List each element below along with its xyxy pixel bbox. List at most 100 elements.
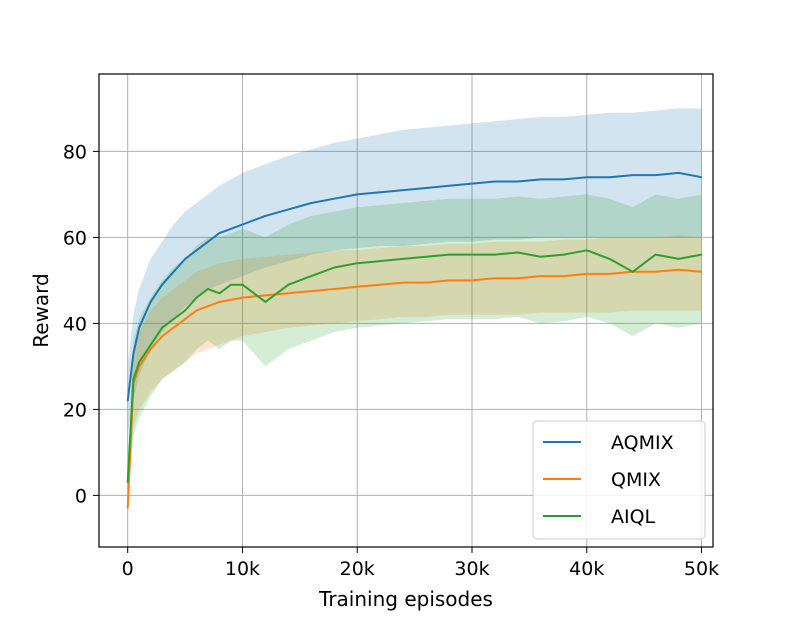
x-axis-ticks: 0 10k 20k 30k 40k 50k (122, 547, 719, 580)
grid-layer (99, 74, 713, 547)
point-aiql (379, 260, 381, 262)
point-aiql (609, 258, 611, 260)
point-qmix (333, 288, 335, 290)
band-aqmix (127, 108, 702, 436)
point-aiql (173, 318, 175, 320)
line-aqmix (126, 171, 702, 401)
point-aiql (132, 378, 134, 380)
point-aqmix (132, 352, 134, 355)
band-qmix (127, 235, 702, 509)
point-aqmix (173, 271, 175, 273)
point-aiql (632, 271, 634, 273)
confidence-bands (127, 108, 702, 509)
point-aqmix (150, 301, 152, 303)
point-qmix (402, 282, 404, 284)
point-aqmix (632, 174, 634, 176)
point-aiql (333, 266, 335, 269)
point-aqmix (207, 241, 209, 243)
point-qmix (241, 297, 244, 299)
point-aiql (207, 288, 209, 290)
point-qmix (448, 279, 450, 281)
point-aqmix (494, 180, 496, 183)
point-qmix (609, 273, 611, 275)
point-qmix (196, 309, 198, 312)
point-qmix (230, 299, 232, 301)
line-qmix (126, 268, 702, 509)
point-qmix (379, 284, 381, 286)
point-aqmix (563, 178, 565, 180)
legend-label: QMIX (611, 469, 661, 491)
y-tick-label: 0 (75, 485, 87, 507)
point-qmix (173, 327, 175, 329)
point-aiql (161, 327, 163, 329)
y-tick-label: 20 (63, 399, 87, 421)
point-qmix (356, 286, 358, 288)
point-aiql (241, 284, 244, 286)
point-aiql (425, 256, 427, 258)
y-tick-label: 40 (63, 313, 87, 335)
point-aqmix (218, 232, 221, 234)
legend-box (532, 420, 706, 540)
line-aiql (126, 249, 702, 483)
legend-label: AQMIX (611, 432, 674, 454)
point-aiql (287, 284, 289, 286)
point-aqmix (287, 208, 289, 210)
point-qmix (287, 292, 289, 294)
point-aiql (230, 284, 232, 286)
point-aiql (494, 254, 496, 256)
point-aiql (356, 262, 358, 264)
point-aiql (655, 254, 657, 256)
y-tick-label: 80 (63, 141, 87, 163)
point-aqmix (127, 400, 129, 402)
point-aqmix (310, 202, 312, 204)
point-aqmix (138, 327, 140, 329)
x-tick-label: 50k (684, 558, 719, 580)
point-qmix (310, 290, 312, 292)
series-lines (126, 171, 703, 509)
point-aiql (150, 344, 152, 346)
legend-item-aiql: AIQL (543, 506, 656, 528)
point-qmix (425, 282, 427, 284)
point-aqmix (586, 176, 588, 178)
point-aiql (196, 297, 198, 299)
point-aqmix (196, 249, 198, 251)
point-aqmix (161, 284, 163, 286)
band-aiql (127, 194, 702, 504)
point-qmix (700, 271, 703, 273)
point-aiql (402, 258, 404, 260)
point-aqmix (230, 228, 232, 230)
point-aiql (448, 254, 450, 256)
point-aqmix (402, 189, 404, 191)
point-aiql (540, 256, 542, 258)
point-aiql (184, 309, 186, 312)
legend-item-qmix: QMIX (543, 469, 661, 491)
point-aiql (700, 254, 703, 256)
point-aiql (563, 254, 565, 256)
point-qmix (161, 335, 163, 337)
point-aqmix (609, 176, 611, 178)
y-tick-label: 60 (63, 227, 87, 249)
point-qmix (655, 271, 657, 273)
point-aqmix (333, 198, 335, 200)
x-tick-label: 10k (225, 558, 260, 580)
x-tick-label: 40k (569, 558, 604, 580)
point-aqmix (700, 176, 703, 178)
x-tick-label: 20k (340, 558, 375, 580)
x-tick-label: 30k (454, 558, 489, 580)
point-aiql (127, 481, 129, 484)
point-qmix (127, 507, 129, 509)
point-qmix (494, 277, 496, 279)
point-aqmix (471, 183, 473, 185)
point-aiql (517, 251, 519, 254)
plot-frame (98, 73, 714, 548)
point-aiql (678, 258, 680, 260)
point-qmix (218, 301, 221, 303)
point-qmix (184, 318, 186, 320)
point-qmix (264, 294, 266, 296)
legend-entries: AQMIX QMIX AIQL (543, 432, 674, 528)
point-qmix (678, 269, 680, 271)
point-qmix (517, 277, 519, 279)
point-qmix (563, 275, 565, 277)
point-aqmix (241, 223, 244, 226)
